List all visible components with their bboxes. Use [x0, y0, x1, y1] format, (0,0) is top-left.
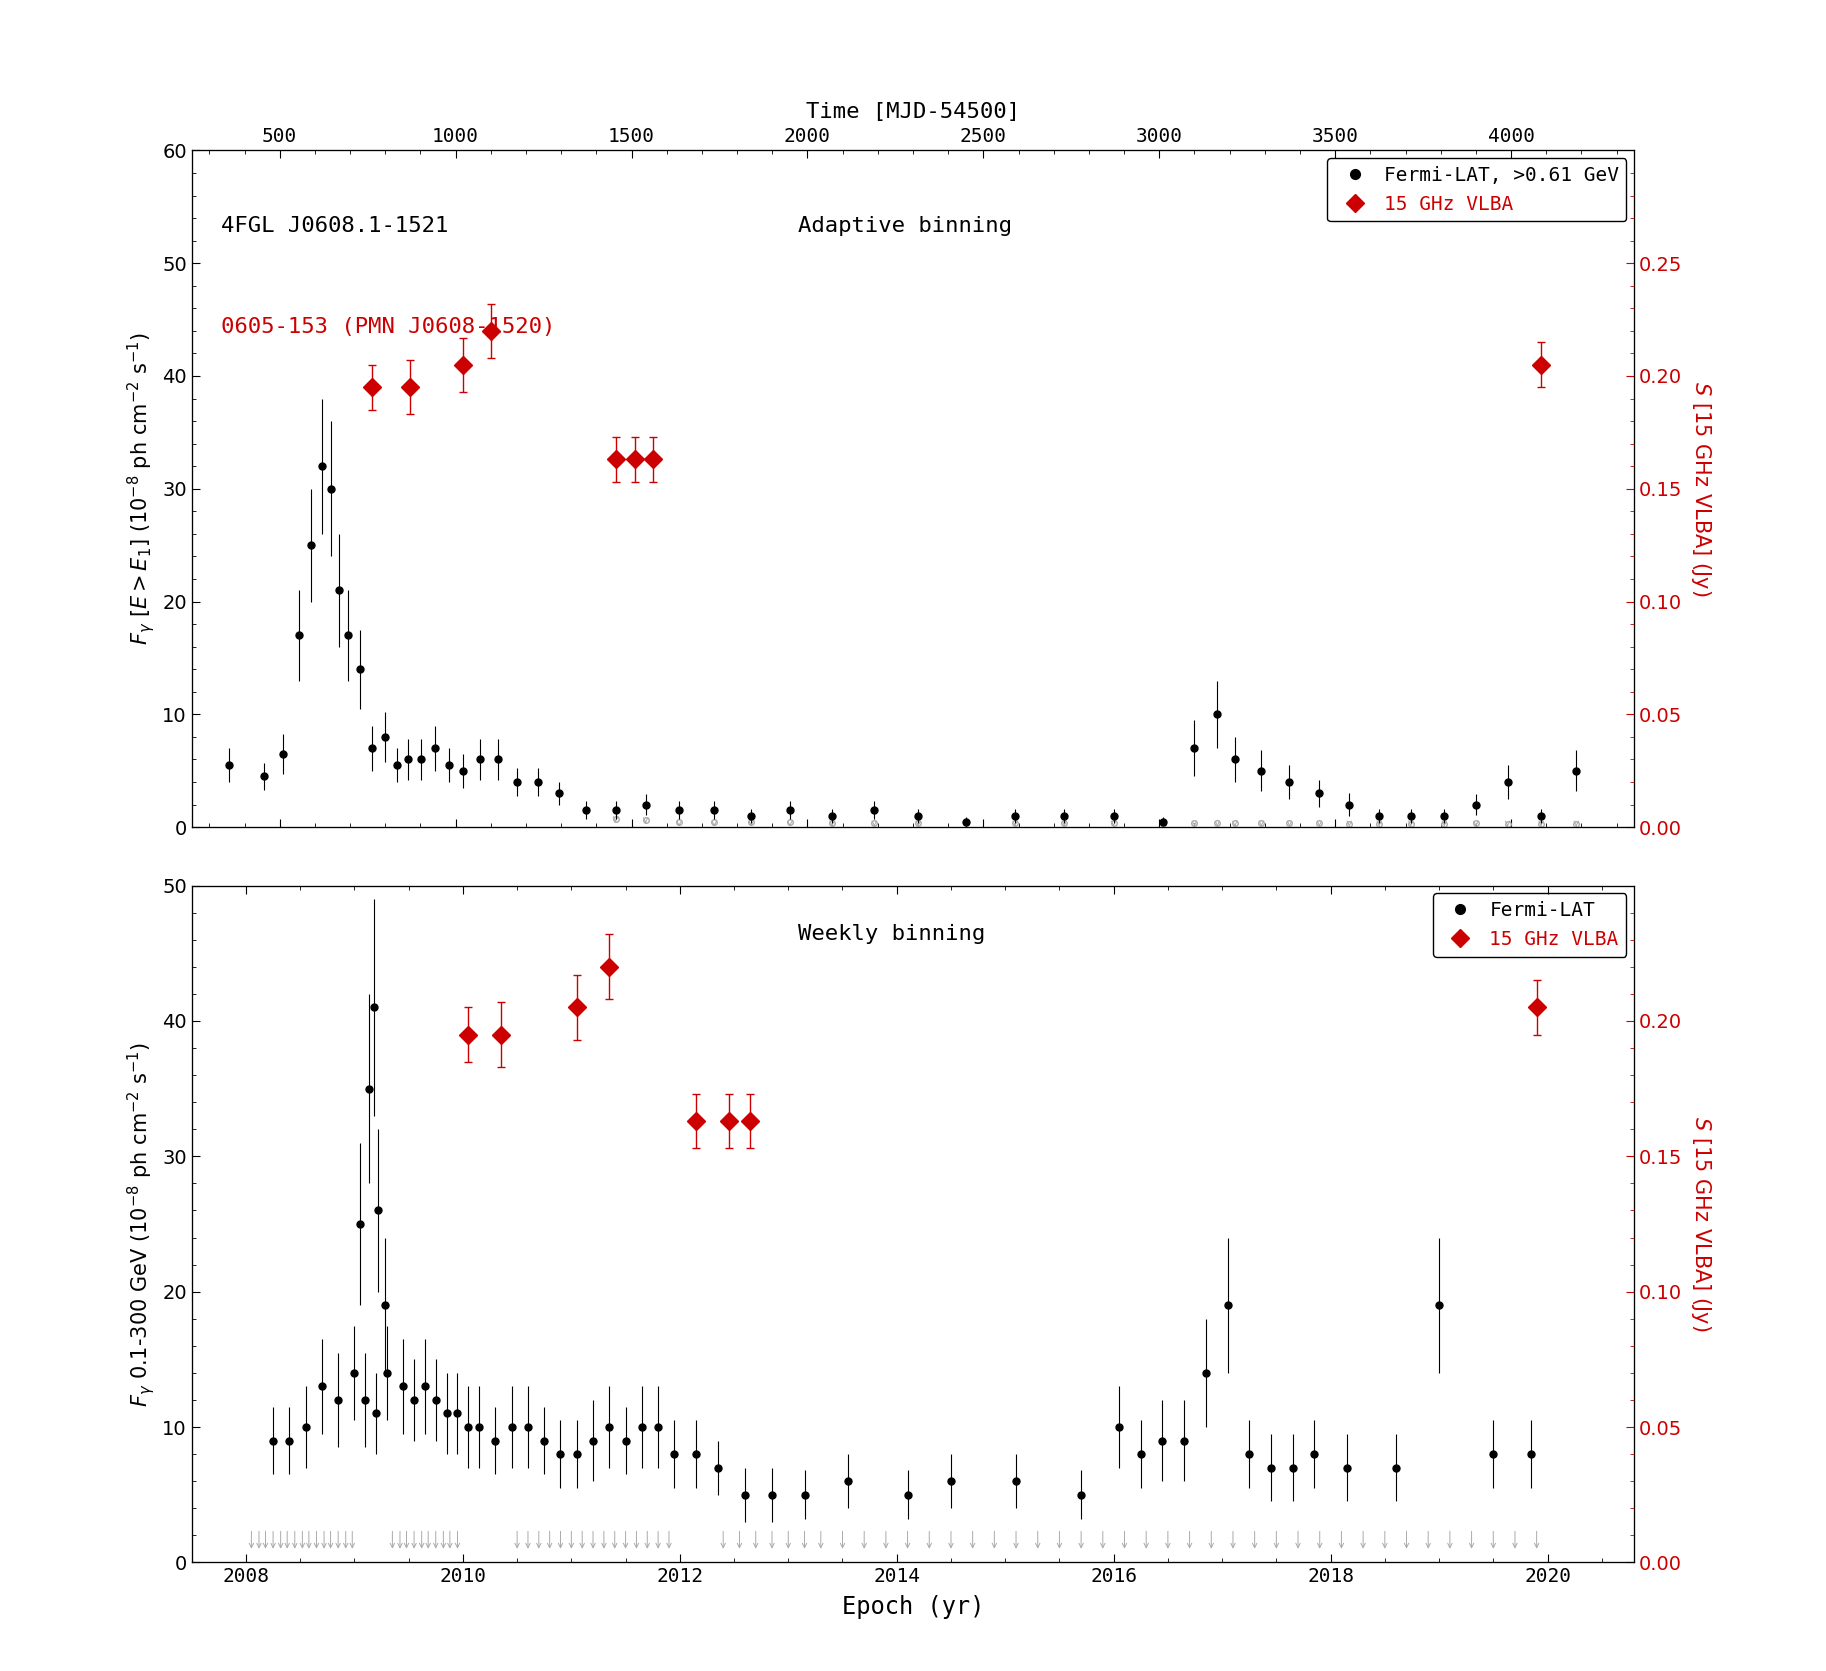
- X-axis label: Time [MJD-54500]: Time [MJD-54500]: [805, 102, 1021, 122]
- Y-axis label: $F_{\gamma}\ [E{>}E_1]\ (10^{-8}\ \mathrm{ph\ cm^{-2}\ s^{-1}})$: $F_{\gamma}\ [E{>}E_1]\ (10^{-8}\ \mathr…: [124, 333, 157, 645]
- Legend: Fermi-LAT, >0.61 GeV, 15 GHz VLBA: Fermi-LAT, >0.61 GeV, 15 GHz VLBA: [1328, 159, 1627, 222]
- Y-axis label: $F_{\gamma}\ 0.1\text{-}300\ \mathrm{GeV}\ (10^{-8}\ \mathrm{ph\ cm^{-2}\ s^{-1}: $F_{\gamma}\ 0.1\text{-}300\ \mathrm{GeV…: [124, 1041, 157, 1407]
- Text: 0605-153 (PMN J0608-1520): 0605-153 (PMN J0608-1520): [221, 317, 555, 338]
- Text: Adaptive binning: Adaptive binning: [798, 216, 1012, 236]
- Y-axis label: $S\ [15\ \mathrm{GHz\ VLBA}]\ (\mathrm{Jy})$: $S\ [15\ \mathrm{GHz\ VLBA}]\ (\mathrm{J…: [1689, 1116, 1713, 1332]
- Text: 4FGL J0608.1-1521: 4FGL J0608.1-1521: [221, 216, 447, 236]
- X-axis label: Epoch (yr): Epoch (yr): [842, 1594, 984, 1619]
- Legend: Fermi-LAT, 15 GHz VLBA: Fermi-LAT, 15 GHz VLBA: [1433, 894, 1627, 957]
- Text: Weekly binning: Weekly binning: [798, 924, 984, 944]
- Y-axis label: $S\ [15\ \mathrm{GHz\ VLBA}]\ (\mathrm{Jy})$: $S\ [15\ \mathrm{GHz\ VLBA}]\ (\mathrm{J…: [1689, 381, 1713, 597]
